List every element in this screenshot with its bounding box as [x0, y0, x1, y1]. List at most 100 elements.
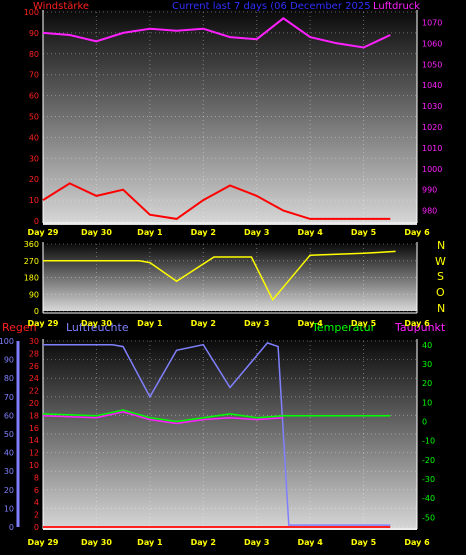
rain-axis-tick-label: 22 — [29, 387, 39, 396]
wind-axis-tick-label: 90 — [29, 29, 39, 38]
humidity-axis-tick-label: 90 — [4, 356, 14, 365]
pressure-axis-tick-label: 1040 — [422, 81, 442, 90]
wind-axis-tick-label: 80 — [29, 50, 39, 59]
x-tick-label: Day 3 — [244, 538, 269, 547]
wind-axis-tick-label: 100 — [24, 8, 39, 17]
temperature-axis-tick-label: -20 — [422, 456, 435, 465]
wind-dir-letter-w: W — [435, 255, 446, 268]
wind-axis-tick-label: 40 — [29, 133, 39, 142]
humidity-axis-tick-label: 30 — [4, 467, 14, 476]
rain-axis-tick-label: 28 — [29, 349, 39, 358]
humidity-axis-tick-label: 70 — [4, 393, 14, 402]
rain-axis-tick-label: 4 — [34, 498, 39, 507]
x-tick-label: Day 6 — [404, 228, 430, 237]
wind-dir-letter-o: O — [436, 286, 445, 299]
x-tick-label: Day 1 — [137, 319, 163, 328]
dewpoint-title: Taupunkt — [394, 321, 446, 334]
wind-axis-tick-label: 20 — [29, 175, 39, 184]
humidity-axis-tick-label: 100 — [0, 337, 14, 346]
rain-axis-tick-label: 18 — [29, 411, 39, 420]
pressure-axis-tick-label: 1010 — [422, 144, 442, 153]
series-line-luftfeuchte — [43, 342, 391, 526]
direction-axis-tick-label: 90 — [29, 290, 39, 299]
wind-direction-plot-area — [43, 244, 417, 311]
pressure-axis-tick-label: 1030 — [422, 102, 442, 111]
temperature-axis-tick-label: 20 — [422, 379, 432, 388]
wind-axis-tick-label: 30 — [29, 154, 39, 163]
pressure-axis-tick-label: 1020 — [422, 123, 442, 132]
wind-dir-letter-n-top: N — [437, 239, 445, 252]
temperature-axis-tick-label: -40 — [422, 494, 435, 503]
pressure-axis-tick-label: 990 — [422, 186, 437, 195]
pressure-axis-tick-label: 1050 — [422, 60, 442, 69]
wind-axis-tick-label: 10 — [29, 196, 39, 205]
rain-axis-tick-label: 12 — [29, 449, 39, 458]
direction-axis-tick-label: 270 — [24, 257, 39, 266]
rain-axis-tick-label: 24 — [29, 374, 39, 383]
humidity-axis-tick-label: 80 — [4, 374, 14, 383]
x-tick-label: Day 3 — [244, 319, 269, 328]
pressure-axis-tick-label: 980 — [422, 207, 437, 216]
pressure-axis-tick-label: 1060 — [422, 39, 442, 48]
wind-axis-tick-label: 50 — [29, 113, 39, 122]
x-tick-label: Day 5 — [351, 228, 377, 237]
pressure-series-line — [42, 17, 391, 49]
wind-dir-letter-s: S — [437, 270, 444, 283]
climate-plot-area — [43, 340, 417, 530]
rain-axis-tick-label: 20 — [29, 399, 39, 408]
humidity-axis-tick-label: 40 — [4, 449, 14, 458]
x-tick-label: Day 2 — [191, 319, 216, 328]
rain-axis-tick-label: 6 — [34, 486, 39, 495]
direction-axis-tick-label: 0 — [34, 307, 39, 316]
humidity-axis-tick-label: 0 — [9, 523, 14, 532]
humidity-axis-tick-label: 10 — [4, 504, 14, 513]
temperature-title: Temperatur — [311, 321, 376, 334]
wind-axis-tick-label: 0 — [34, 217, 39, 226]
temperature-axis-tick-label: 10 — [422, 398, 432, 407]
temperature-axis-tick-label: 40 — [422, 341, 432, 350]
x-tick-label: Day 6 — [404, 538, 430, 547]
wind-pressure-plot-area — [43, 10, 417, 225]
x-tick-label: Day 30 — [81, 538, 112, 547]
rain-axis-tick-label: 14 — [29, 436, 39, 445]
rain-axis-tick-label: 10 — [29, 461, 39, 470]
wind-title: Windstärke — [33, 1, 89, 12]
x-tick-label: Day 29 — [28, 228, 59, 237]
humidity-title: Luftfeuchte — [66, 321, 129, 334]
x-tick-label: Day 4 — [297, 228, 323, 237]
humidity-axis-tick-label: 60 — [4, 411, 14, 420]
x-tick-label: Day 30 — [81, 228, 112, 237]
temperature-axis-tick-label: 30 — [422, 360, 432, 369]
wind-axis-tick-label: 70 — [29, 71, 39, 80]
x-tick-label: Day 4 — [297, 538, 323, 547]
pressure-axis-tick-label: 1000 — [422, 165, 442, 174]
direction-axis-tick-label: 180 — [24, 274, 39, 283]
x-tick-label: Day 1 — [137, 228, 163, 237]
temperature-axis-tick-label: -10 — [422, 437, 435, 446]
series-line-temperatur — [42, 409, 391, 423]
rain-axis-tick-label: 0 — [34, 523, 39, 532]
chart-title: Current last 7 days (06 December 2025 — [172, 1, 371, 12]
x-tick-label: Day 2 — [191, 538, 216, 547]
x-tick-label: Day 6 — [404, 319, 430, 328]
pressure-title: Luftdruck — [373, 1, 420, 12]
rain-title: Regen — [2, 321, 37, 334]
wind-dir-letter-n-bottom: N — [437, 302, 445, 315]
temperature-axis-tick-label: -30 — [422, 475, 435, 484]
humidity-axis-tick-label: 20 — [4, 486, 14, 495]
direction-axis-tick-label: 360 — [24, 240, 39, 249]
wind-axis-tick-label: 60 — [29, 92, 39, 101]
x-tick-label: Day 1 — [137, 538, 163, 547]
x-tick-label: Day 30 — [81, 319, 112, 328]
pressure-axis-tick-label: 1070 — [422, 18, 442, 27]
rain-axis-tick-label: 30 — [29, 337, 39, 346]
rain-axis-tick-label: 2 — [34, 511, 39, 520]
x-tick-label: Day 2 — [191, 228, 216, 237]
x-tick-label: Day 5 — [351, 319, 377, 328]
x-tick-label: Day 29 — [28, 319, 59, 328]
rain-axis-tick-label: 8 — [34, 473, 39, 482]
x-tick-label: Day 4 — [297, 319, 323, 328]
rain-axis-tick-label: 26 — [29, 362, 39, 371]
humidity-axis-tick-label: 50 — [4, 430, 14, 439]
